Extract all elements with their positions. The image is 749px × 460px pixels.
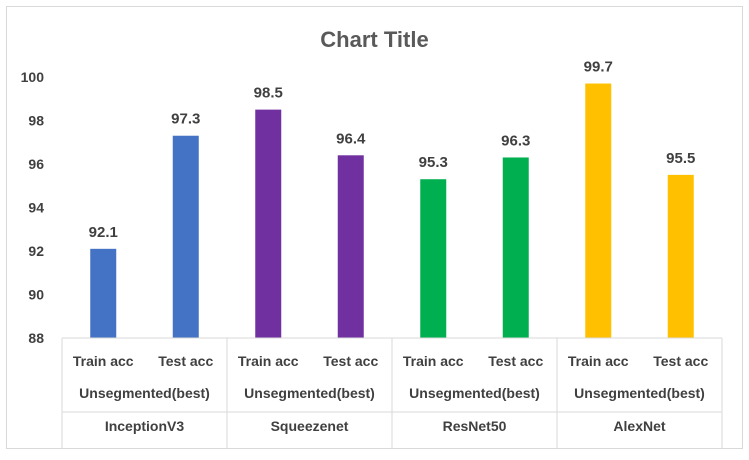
data-label: 95.5 bbox=[666, 150, 695, 167]
x-axis: Train acc Test acc Unsegmented(best) Incept… bbox=[61, 337, 723, 449]
y-tick-label: 88 bbox=[28, 330, 44, 346]
bars: 92.1 97.3 98.5 96.4 95.3 96.3 99.7 95.5 bbox=[89, 59, 695, 339]
data-label: 95.3 bbox=[419, 154, 448, 171]
x-category-label: Train acc bbox=[73, 353, 134, 369]
bar-inceptionv3-train bbox=[90, 248, 117, 338]
y-tick-label: 92 bbox=[28, 243, 44, 259]
x-subgroup-label: Unsegmented(best) bbox=[574, 385, 705, 401]
x-category-label: Train acc bbox=[568, 353, 629, 369]
y-tick-label: 94 bbox=[28, 200, 44, 216]
bar-squeezenet-test bbox=[337, 155, 364, 338]
x-category-label: Test acc bbox=[653, 353, 708, 369]
x-category-label: Test acc bbox=[158, 353, 213, 369]
y-tick-label: 90 bbox=[28, 287, 44, 303]
data-label: 98.5 bbox=[254, 85, 283, 102]
y-tick-label: 96 bbox=[28, 156, 44, 172]
x-group-label: AlexNet bbox=[613, 418, 665, 434]
chart-border bbox=[6, 6, 743, 449]
data-label: 96.3 bbox=[501, 132, 530, 149]
x-category-label: Test acc bbox=[323, 353, 378, 369]
x-category-label: Train acc bbox=[403, 353, 464, 369]
data-label: 96.4 bbox=[336, 130, 366, 147]
bar-squeezenet-train bbox=[255, 109, 282, 338]
x-group-label: InceptionV3 bbox=[105, 418, 185, 434]
bar-inceptionv3-test bbox=[172, 135, 199, 338]
x-subgroup-label: Unsegmented(best) bbox=[244, 385, 375, 401]
y-axis: 88 90 92 94 96 98 100 bbox=[21, 69, 45, 346]
data-label: 99.7 bbox=[584, 59, 613, 76]
bar-alexnet-train bbox=[585, 83, 612, 339]
y-tick-label: 98 bbox=[28, 113, 44, 129]
data-label: 97.3 bbox=[171, 111, 200, 128]
x-subgroup-label: Unsegmented(best) bbox=[79, 385, 210, 401]
bar-resnet50-test bbox=[502, 157, 529, 338]
x-group-label: ResNet50 bbox=[443, 418, 507, 434]
x-category-label: Test acc bbox=[488, 353, 543, 369]
chart-title: Chart Title bbox=[320, 27, 428, 52]
x-subgroup-label: Unsegmented(best) bbox=[409, 385, 540, 401]
data-label: 92.1 bbox=[89, 224, 118, 241]
x-group-label: Squeezenet bbox=[271, 418, 349, 434]
y-tick-label: 100 bbox=[21, 69, 45, 85]
bar-resnet50-train bbox=[420, 179, 447, 338]
bar-alexnet-test bbox=[667, 174, 694, 338]
x-category-label: Train acc bbox=[238, 353, 299, 369]
